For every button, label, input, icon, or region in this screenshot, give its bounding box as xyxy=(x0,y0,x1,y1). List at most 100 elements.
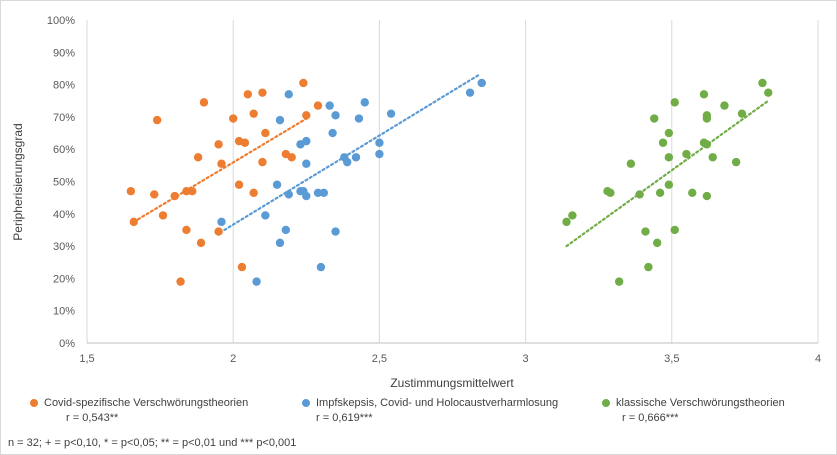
data-point-series-1 xyxy=(275,238,285,248)
data-point-series-2 xyxy=(737,109,747,118)
data-point-series-2 xyxy=(702,140,712,149)
data-point-series-0 xyxy=(249,109,258,118)
data-point-series-2 xyxy=(626,159,636,168)
x-tick-label: 2 xyxy=(230,353,236,365)
data-point-series-0 xyxy=(199,98,209,107)
data-point-series-0 xyxy=(196,238,206,248)
legend-r-covid: r = 0,543** xyxy=(66,412,119,424)
data-point-series-2 xyxy=(664,180,674,189)
y-axis-label: Peripherisierungsgrad xyxy=(11,123,25,240)
legend-item-covid: Covid-spezifische Verschwörungstheorien … xyxy=(30,397,248,424)
data-point-series-1 xyxy=(331,227,340,236)
x-tick-label: 2,5 xyxy=(372,353,387,365)
data-point-series-0 xyxy=(176,277,185,286)
data-point-series-2 xyxy=(644,262,653,272)
data-point-series-2 xyxy=(670,225,679,235)
data-point-series-1 xyxy=(328,128,337,138)
data-point-series-2 xyxy=(664,153,674,162)
data-point-series-2 xyxy=(670,98,679,107)
x-tick-label: 1,5 xyxy=(79,353,94,365)
data-point-series-0 xyxy=(158,211,168,220)
y-tick-label: 30% xyxy=(53,241,75,253)
data-point-series-0 xyxy=(182,225,191,235)
data-point-series-2 xyxy=(702,191,712,201)
data-point-series-1 xyxy=(465,88,475,97)
data-point-series-0 xyxy=(150,190,159,199)
data-point-series-1 xyxy=(360,98,369,107)
data-point-series-2 xyxy=(702,111,712,120)
data-point-series-1 xyxy=(275,115,285,125)
data-point-series-0 xyxy=(258,88,267,97)
data-point-series-0 xyxy=(214,227,223,236)
data-point-series-1 xyxy=(331,111,340,120)
data-point-series-0 xyxy=(129,217,138,227)
data-point-series-0 xyxy=(237,262,247,272)
data-point-series-0 xyxy=(299,78,308,88)
data-point-series-0 xyxy=(217,159,226,168)
data-point-series-2 xyxy=(614,277,624,286)
data-point-series-2 xyxy=(606,188,615,198)
data-point-series-2 xyxy=(641,227,650,236)
data-point-series-0 xyxy=(126,186,136,196)
footnote: n = 32; + = p<0,10, * = p<0,05; ** = p<0… xyxy=(8,437,297,449)
legend-item-klassisch: klassische Verschwörungstheorien r = 0,6… xyxy=(602,397,785,424)
data-point-series-1 xyxy=(281,225,291,235)
trend-line-series-1 xyxy=(223,73,480,232)
data-point-series-0 xyxy=(261,128,270,138)
data-point-series-2 xyxy=(650,114,659,123)
x-tick-label: 4 xyxy=(815,353,821,365)
data-point-series-0 xyxy=(152,115,162,125)
data-point-series-1 xyxy=(375,138,384,147)
legend-label-covid: Covid-spezifische Verschwörungstheorien xyxy=(44,397,249,409)
data-point-series-0 xyxy=(313,101,323,110)
data-point-series-1 xyxy=(325,101,334,110)
data-point-series-0 xyxy=(258,157,267,167)
data-point-series-0 xyxy=(302,111,311,120)
data-point-series-0 xyxy=(287,153,296,162)
data-point-series-2 xyxy=(635,190,644,199)
legend-marker-klassisch xyxy=(602,399,610,407)
x-tick-label: 3,5 xyxy=(664,353,679,365)
data-point-series-2 xyxy=(562,217,571,227)
y-tick-label: 60% xyxy=(53,144,75,156)
data-point-series-1 xyxy=(261,211,270,220)
data-point-series-1 xyxy=(386,109,396,118)
legend-r-impfskepsis: r = 0,619*** xyxy=(316,412,373,424)
trend-line-series-0 xyxy=(132,115,311,223)
data-point-series-1 xyxy=(252,277,261,286)
y-tick-label: 100% xyxy=(47,15,75,27)
data-point-series-2 xyxy=(731,157,741,167)
data-point-series-0 xyxy=(243,90,253,99)
data-point-series-1 xyxy=(351,153,361,162)
data-point-series-2 xyxy=(658,138,668,147)
data-point-series-1 xyxy=(354,114,364,123)
y-tick-label: 90% xyxy=(53,47,75,59)
data-point-series-2 xyxy=(664,128,674,138)
data-point-series-2 xyxy=(682,149,691,159)
legend-label-klassisch: klassische Verschwörungstheorien xyxy=(616,397,785,409)
data-point-series-1 xyxy=(343,157,352,167)
data-point-series-1 xyxy=(284,90,293,99)
data-point-series-0 xyxy=(170,191,179,201)
data-point-series-2 xyxy=(720,101,729,110)
data-point-series-2 xyxy=(652,238,662,248)
y-tick-label: 10% xyxy=(53,306,75,318)
y-tick-label: 50% xyxy=(53,177,75,189)
data-point-series-0 xyxy=(214,140,223,149)
data-point-series-0 xyxy=(193,153,203,162)
y-tick-label: 0% xyxy=(59,338,75,350)
y-tick-label: 20% xyxy=(53,273,75,285)
data-point-series-0 xyxy=(249,188,258,198)
data-point-series-0 xyxy=(234,180,244,189)
data-point-series-2 xyxy=(708,153,717,162)
data-point-series-0 xyxy=(229,114,238,123)
x-axis-label: Zustimmungsmittelwert xyxy=(390,376,514,390)
data-point-series-1 xyxy=(302,159,311,168)
data-point-series-1 xyxy=(272,180,282,189)
data-point-series-0 xyxy=(240,138,250,147)
data-point-series-0 xyxy=(182,186,191,196)
data-point-series-2 xyxy=(764,88,773,97)
y-tick-label: 70% xyxy=(53,112,75,124)
